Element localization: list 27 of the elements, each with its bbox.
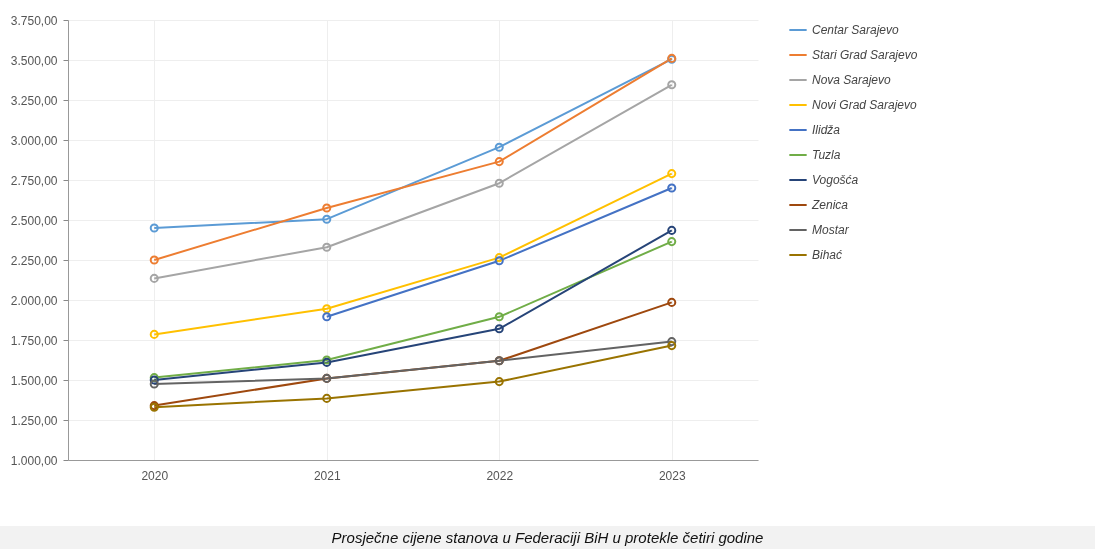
y-tick-label: 1.750,00: [10, 333, 58, 348]
x-tick-label: 2023: [658, 468, 686, 483]
y-tick-label: 2.750,00: [10, 173, 58, 188]
y-tick-label: 2.000,00: [10, 293, 58, 308]
legend-label: Ilidža: [812, 123, 841, 137]
legend-label: Novi Grad Sarajevo: [812, 98, 918, 112]
legend-label: Nova Sarajevo: [812, 73, 892, 87]
legend-label: Stari Grad Sarajevo: [812, 48, 918, 62]
legend-label: Bihać: [812, 248, 843, 262]
legend-label: Mostar: [812, 223, 850, 237]
text: Prosječne cijene stanova u Federaciji BiH u protekle četiri godine: [0, 526, 1095, 549]
legend-label: Vogošća: [812, 173, 859, 187]
x-tick-label: 2021: [313, 468, 341, 483]
y-tick-label: 3.000,00: [10, 133, 58, 148]
x-tick-label: 2020: [141, 468, 169, 483]
legend-label: Tuzla: [812, 148, 841, 162]
y-tick-label: 3.500,00: [10, 53, 58, 68]
y-tick-label: 1.000,00: [10, 453, 58, 468]
y-tick-label: 3.750,00: [10, 13, 58, 28]
y-tick-label: 1.250,00: [10, 413, 58, 428]
legend-label: Zenica: [811, 198, 849, 212]
y-tick-label: 1.500,00: [10, 373, 58, 388]
x-tick-label: 2022: [486, 468, 514, 483]
y-tick-label: 2.250,00: [10, 253, 58, 268]
y-tick-label: 3.250,00: [10, 93, 58, 108]
legend-label: Centar Sarajevo: [812, 23, 900, 37]
y-tick-label: 2.500,00: [10, 213, 58, 228]
